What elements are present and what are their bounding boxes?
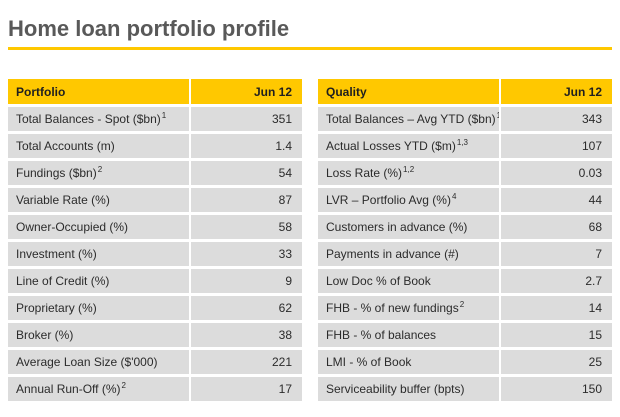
- table-row-value: 44: [500, 188, 612, 213]
- table-row-value: 9: [190, 269, 302, 294]
- table-row-value: 62: [190, 296, 302, 321]
- row-label-text: Investment (%): [16, 247, 97, 262]
- page-title: Home loan portfolio profile: [8, 16, 290, 41]
- row-label-superscript: 1,2: [403, 165, 415, 175]
- row-label-superscript: 1,3: [456, 138, 468, 148]
- table-row-label: Customers in advance (%): [318, 215, 499, 240]
- table-row-value: 1.4: [190, 134, 302, 159]
- row-label-text: Line of Credit (%): [16, 274, 110, 289]
- table-row-value: 0.03: [500, 161, 612, 186]
- tables-container: Portfolio Jun 12 Total Balances - Spot (…: [8, 79, 612, 402]
- row-label-text: Serviceability buffer (bpts): [326, 382, 465, 397]
- table-row-value: 107: [500, 134, 612, 159]
- row-label-text: LVR – Portfolio Avg (%): [326, 193, 451, 208]
- row-label-text: FHB - % of new fundings: [326, 301, 459, 316]
- table-row-value: 25: [500, 350, 612, 375]
- row-label-superscript: 1: [161, 111, 167, 121]
- table-row-label: Actual Losses YTD ($m) 1,3: [318, 134, 499, 159]
- quality-table: Quality Jun 12 Total Balances – Avg YTD …: [318, 79, 612, 402]
- row-label-text: Variable Rate (%): [16, 193, 110, 208]
- row-label-text: Low Doc % of Book: [326, 274, 431, 289]
- table-row-value: 221: [190, 350, 302, 375]
- table-row-label: Average Loan Size ($'000): [8, 350, 189, 375]
- row-label-text: Owner-Occupied (%): [16, 220, 129, 235]
- table-row-label: FHB - % of new fundings 2: [318, 296, 499, 321]
- row-label-text: Loss Rate (%): [326, 166, 403, 181]
- table-row-label: Owner-Occupied (%): [8, 215, 189, 240]
- table-row-label: Payments in advance (#): [318, 242, 499, 267]
- table-row-label: Annual Run-Off (%) 2: [8, 377, 189, 402]
- row-label-text: Annual Run-Off (%): [16, 382, 121, 397]
- table-row-label: Total Accounts (m): [8, 134, 189, 159]
- table-row-value: 14: [500, 296, 612, 321]
- table-row-label: Total Balances – Avg YTD ($bn) 1: [318, 107, 499, 132]
- row-label-superscript: 1: [497, 112, 499, 120]
- table-row-label: Broker (%): [8, 323, 189, 348]
- row-label-text: FHB - % of balances: [326, 328, 437, 343]
- table-row-value: 15: [500, 323, 612, 348]
- table-row-label: Fundings ($bn) 2: [8, 161, 189, 186]
- row-label-text: Average Loan Size ($'000): [16, 355, 158, 370]
- table-row-label: Variable Rate (%): [8, 188, 189, 213]
- quality-header-title: Quality: [318, 79, 499, 105]
- title-underline-rule: [8, 47, 612, 51]
- table-row-label: Proprietary (%): [8, 296, 189, 321]
- table-row-value: 54: [190, 161, 302, 186]
- table-row-label: Low Doc % of Book: [318, 269, 499, 294]
- table-row-label: Serviceability buffer (bpts): [318, 377, 499, 402]
- table-row-label: Investment (%): [8, 242, 189, 267]
- row-label-text: Broker (%): [16, 328, 74, 343]
- table-row-value: 87: [190, 188, 302, 213]
- row-label-superscript: 2: [121, 381, 126, 391]
- row-label-superscript: 4: [451, 192, 457, 202]
- row-label-text: Total Accounts (m): [16, 139, 115, 154]
- table-row-value: 7: [500, 242, 612, 267]
- row-label-text: LMI - % of Book: [326, 355, 412, 370]
- row-label-superscript: 2: [97, 165, 103, 175]
- table-row-value: 38: [190, 323, 302, 348]
- table-row-label: Total Balances - Spot ($bn) 1: [8, 107, 189, 132]
- portfolio-header-period: Jun 12: [190, 79, 302, 105]
- table-row-label: LMI - % of Book: [318, 350, 499, 375]
- row-label-text: Proprietary (%): [16, 301, 97, 316]
- row-label-text: Total Balances – Avg YTD ($bn): [326, 112, 496, 127]
- row-label-superscript: 2: [459, 300, 465, 310]
- table-row-value: 33: [190, 242, 302, 267]
- table-row-value: 2.7: [500, 269, 612, 294]
- portfolio-header-title: Portfolio: [8, 79, 189, 105]
- portfolio-table: Portfolio Jun 12 Total Balances - Spot (…: [8, 79, 302, 402]
- table-row-value: 68: [500, 215, 612, 240]
- row-label-text: Fundings ($bn): [16, 166, 97, 181]
- table-row-value: 58: [190, 215, 302, 240]
- table-row-label: LVR – Portfolio Avg (%) 4: [318, 188, 499, 213]
- row-label-text: Total Balances - Spot ($bn): [16, 112, 161, 127]
- table-row-label: Loss Rate (%) 1,2: [318, 161, 499, 186]
- row-label-text: Actual Losses YTD ($m): [326, 139, 456, 154]
- table-row-value: 343: [500, 107, 612, 132]
- table-row-value: 150: [500, 377, 612, 402]
- table-row-value: 351: [190, 107, 302, 132]
- row-label-text: Customers in advance (%): [326, 220, 468, 235]
- table-row-label: Line of Credit (%): [8, 269, 189, 294]
- row-label-text: Payments in advance (#): [326, 247, 459, 262]
- quality-header-period: Jun 12: [500, 79, 612, 105]
- table-row-value: 17: [190, 377, 302, 402]
- table-row-label: FHB - % of balances: [318, 323, 499, 348]
